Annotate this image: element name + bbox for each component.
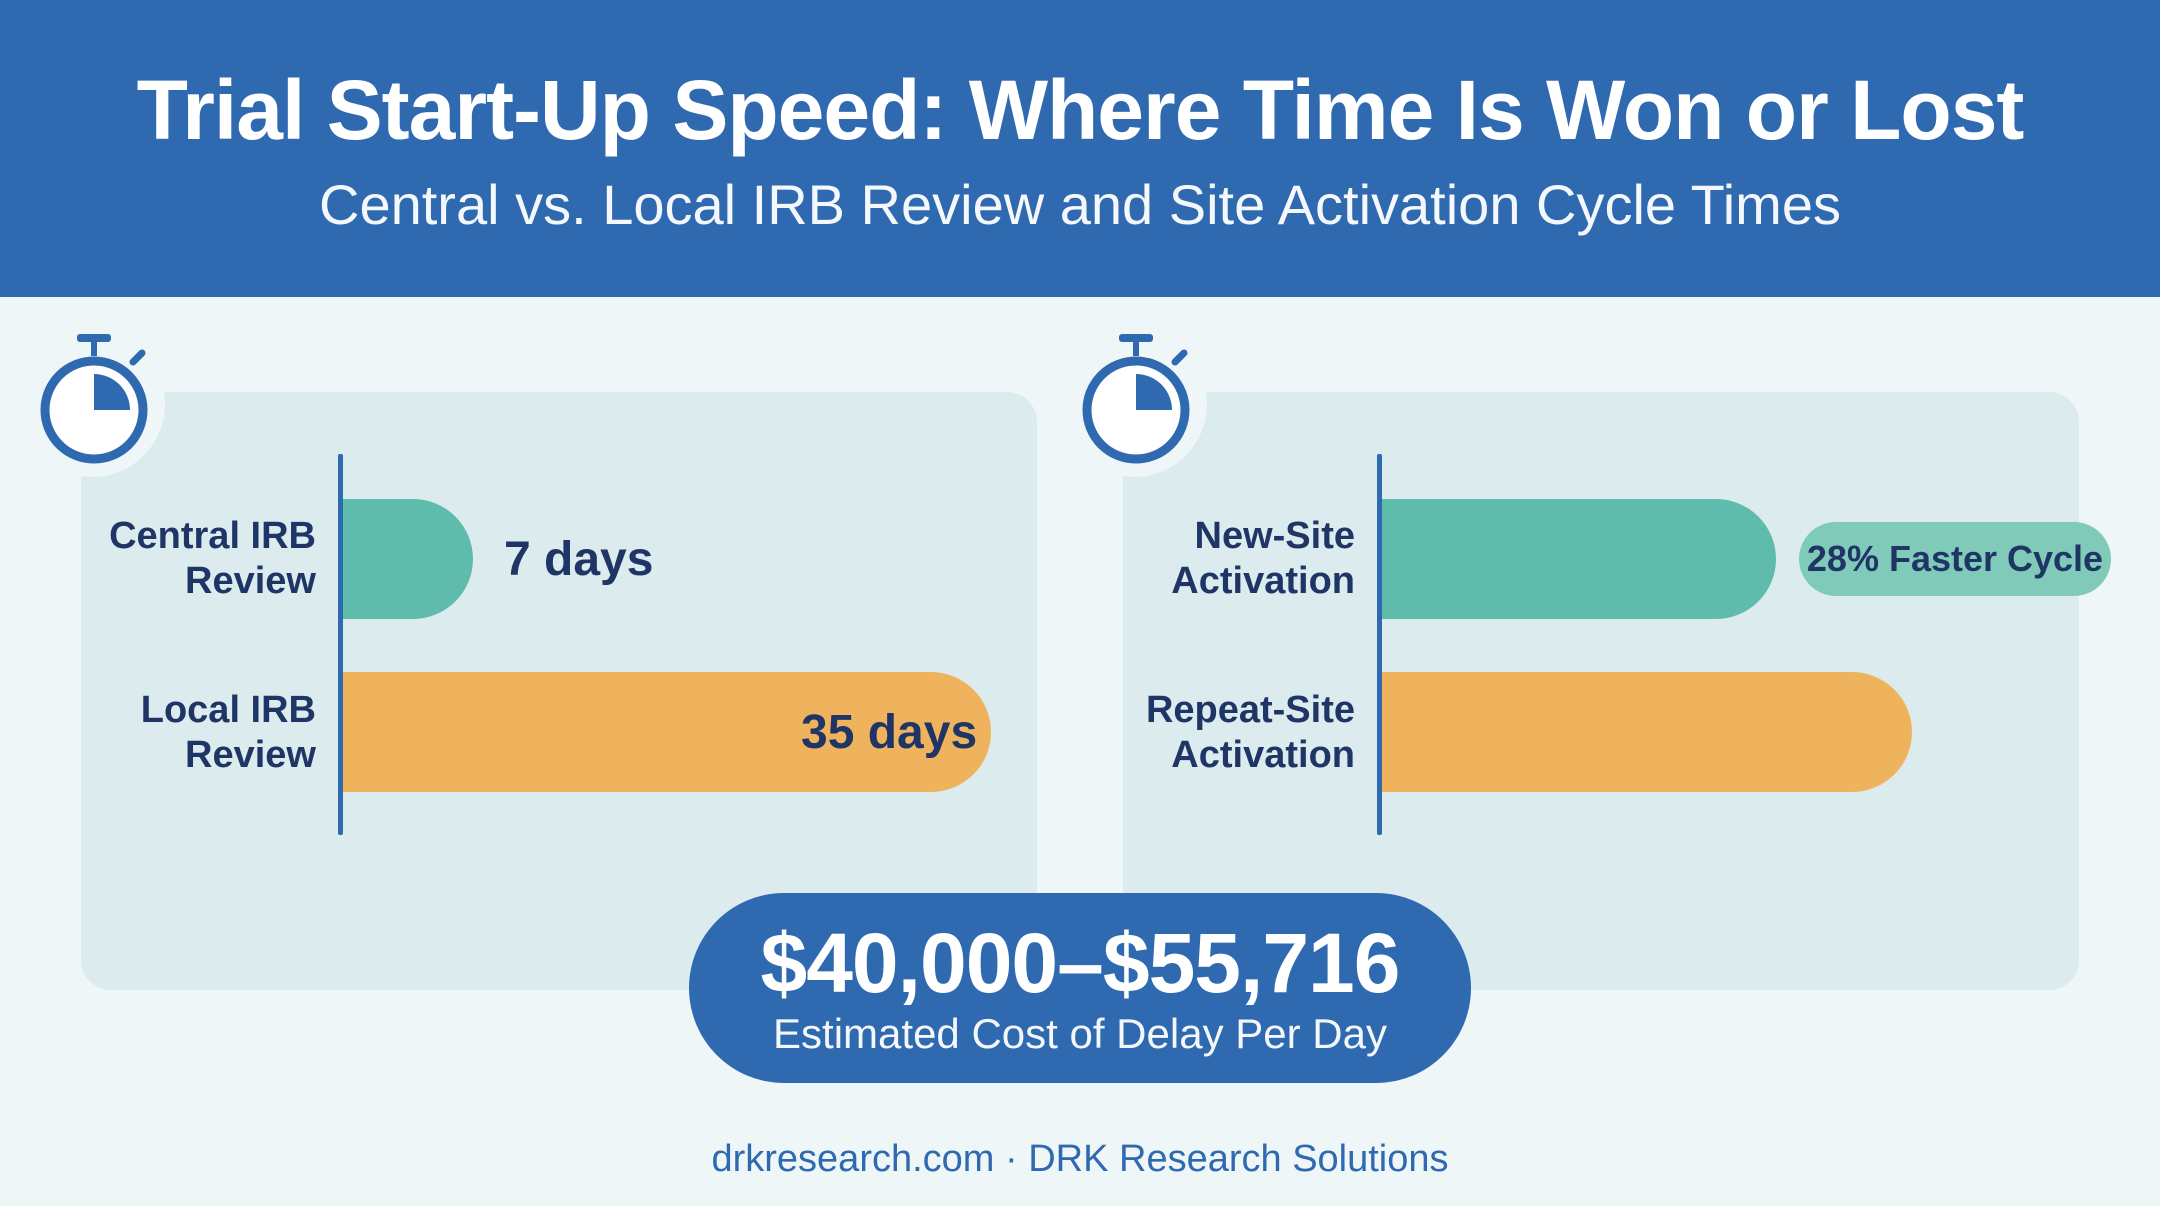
category-label-line: Review (185, 560, 316, 602)
stopwatch-icon (40, 334, 148, 464)
category-label-line: New-Site (1194, 515, 1355, 557)
stopwatch-icon (1082, 334, 1190, 464)
category-label-line: Local IRB (140, 689, 316, 731)
bar-local-irb (343, 672, 991, 792)
y-axis-line (1377, 454, 1382, 835)
category-label-line: Activation (1171, 734, 1355, 776)
category-label-line: Activation (1171, 560, 1355, 602)
bar-repeat-site (1382, 672, 1912, 792)
faster-cycle-badge: 28% Faster Cycle (1799, 522, 2111, 596)
category-label-line: Repeat-Site (1145, 689, 1355, 731)
data-label: 7 days (504, 533, 654, 586)
header-banner: Trial Start-Up Speed: Where Time Is Won … (0, 0, 2160, 297)
cost-caption: Estimated Cost of Delay Per Day (773, 1010, 1387, 1057)
category-label: Repeat-Site Activation (1095, 688, 1355, 778)
category-label-line: Review (185, 734, 316, 776)
category-label: Local IRB Review (56, 688, 316, 778)
cost-callout: $40,000–$55,716 Estimated Cost of Delay … (689, 893, 1471, 1083)
category-label-line: Central IRB (109, 515, 316, 557)
footer-credit: drkresearch.com · DRK Research Solutions (711, 1138, 1449, 1180)
bar-new-site (1382, 499, 1776, 619)
category-label: New-Site Activation (1095, 514, 1355, 604)
category-label: Central IRB Review (56, 514, 316, 604)
data-label: 35 days (801, 706, 978, 759)
chart-title: Trial Start-Up Speed: Where Time Is Won … (136, 63, 2025, 157)
cost-value: $40,000–$55,716 (760, 916, 1401, 1010)
y-axis-line (338, 454, 343, 835)
chart-subtitle: Central vs. Local IRB Review and Site Ac… (319, 173, 1841, 236)
bar-central-irb (343, 499, 473, 619)
